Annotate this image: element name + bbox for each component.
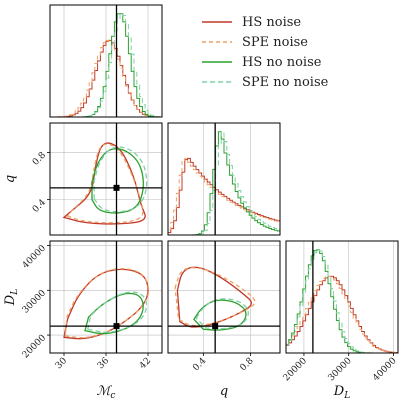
truth-marker: [113, 184, 120, 191]
panel-Mc-Mc: [49, 4, 163, 118]
x-axis-label-DL: DL: [333, 384, 350, 401]
contour-spe-noise: [64, 268, 150, 339]
hist-spe-noise: [286, 275, 398, 353]
panel-frame: [167, 240, 281, 354]
x-tick-label: 0.4: [191, 356, 208, 373]
contour-hs-noise: [62, 142, 146, 225]
contour-spe-no-noise: [87, 291, 148, 333]
legend-label: HS no noise: [242, 55, 322, 70]
x-tick-label: 42: [138, 356, 153, 371]
truth-marker: [113, 323, 120, 330]
legend-label: HS noise: [242, 15, 301, 30]
x-tick-label: 20000: [282, 356, 310, 384]
y-tick-label: 0.8: [31, 150, 48, 167]
y-axis-label-q: q: [3, 175, 18, 183]
contour-spe-no-noise: [195, 298, 249, 330]
y-axis-label-DL: DL: [3, 289, 20, 306]
panel-frame: [285, 240, 399, 354]
panel-q-Mc: 0.4 0.8: [31, 122, 163, 236]
hist-hs-noise: [168, 157, 280, 235]
legend-label: SPE no noise: [242, 75, 329, 90]
contour-hs-no-noise: [91, 148, 144, 214]
x-axis-label-Mc: ℳc: [97, 384, 116, 401]
hist-hs-noise: [286, 275, 398, 353]
panel-frame: [49, 122, 163, 236]
panel-DL-Mc: 30 36 42 20000 30000 40000: [21, 240, 163, 371]
y-tick-label: 30000: [21, 288, 49, 316]
legend-label: SPE noise: [242, 35, 308, 50]
x-axis-label-q: q: [220, 384, 228, 399]
x-tick-label: 40000: [371, 356, 399, 384]
y-tick-label: 0.4: [31, 197, 48, 214]
panel-frame: [167, 122, 281, 236]
x-tick-label: 0.8: [238, 356, 255, 373]
x-tick-label: 36: [96, 356, 111, 371]
legend: HS noise SPE noise HS no noise SPE no noise: [202, 15, 329, 90]
contour-spe-noise: [174, 267, 256, 327]
panel-DL-q: 0.4 0.8: [167, 240, 281, 373]
panel-q-q: [167, 122, 281, 236]
hist-hs-noise: [50, 39, 162, 117]
contour-spe-no-noise: [93, 146, 148, 213]
hist-hs-no-noise: [168, 131, 280, 235]
panel-DL-DL: 20000 30000 40000: [282, 240, 399, 384]
x-tick-label: 30: [54, 356, 69, 371]
panel-frame: [49, 4, 163, 118]
contour-hs-noise: [63, 268, 149, 340]
contour-hs-noise: [176, 266, 252, 328]
contour-spe-noise: [66, 143, 144, 224]
truth-marker: [212, 323, 219, 330]
hist-spe-noise: [168, 157, 280, 235]
y-tick-label: 40000: [21, 243, 49, 271]
y-tick-label: 20000: [21, 333, 49, 361]
x-tick-label: 30000: [327, 356, 355, 384]
